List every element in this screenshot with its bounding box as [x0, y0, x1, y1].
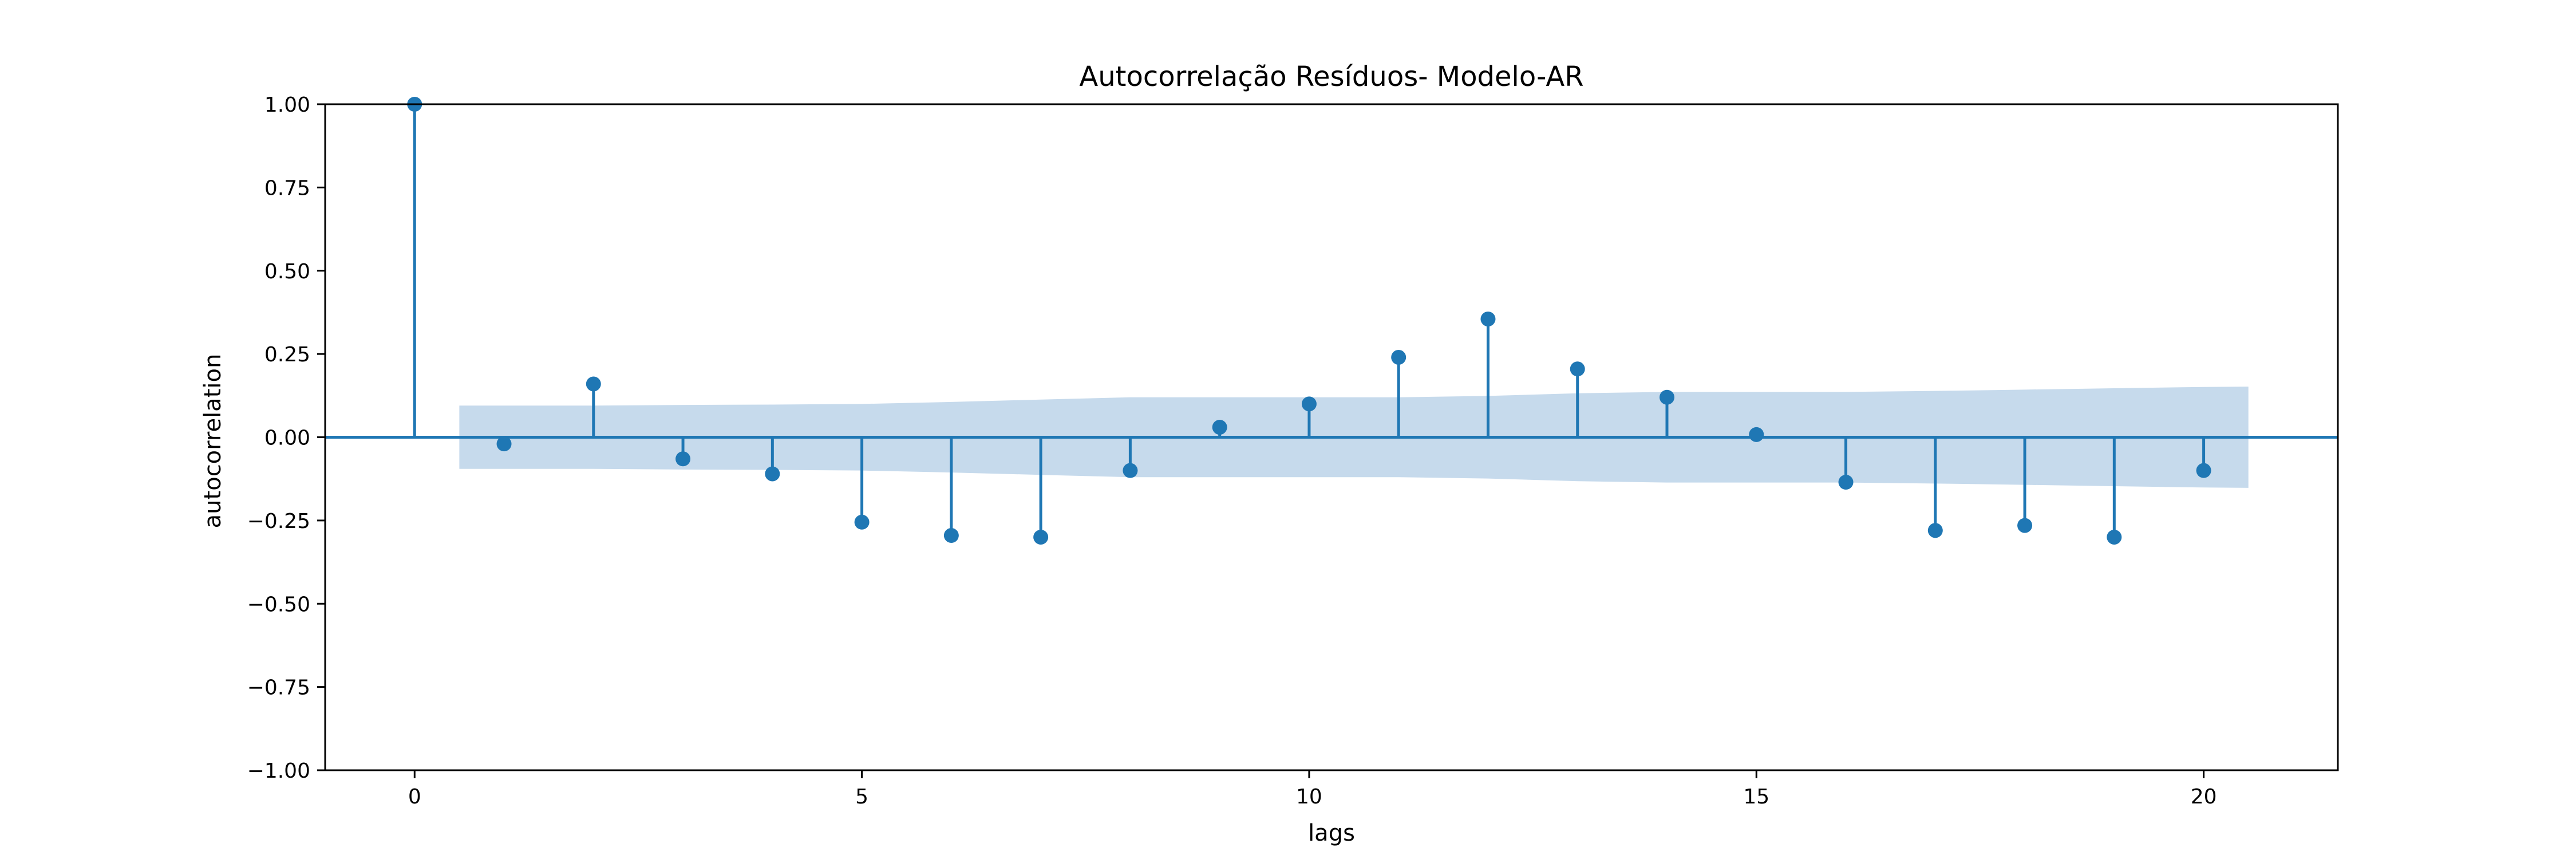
acf-marker-12	[1480, 312, 1496, 327]
acf-marker-13	[1570, 361, 1585, 377]
acf-marker-1	[496, 436, 512, 452]
acf-marker-8	[1123, 463, 1138, 478]
x-tick-label-5: 5	[855, 785, 868, 809]
y-tick-label-4: 0.00	[264, 427, 310, 450]
acf-marker-18	[2017, 518, 2033, 533]
x-tick-label-0: 0	[408, 785, 421, 809]
x-tick-label-15: 15	[1743, 785, 1769, 809]
acf-marker-7	[1033, 529, 1049, 545]
acf-marker-19	[2107, 529, 2122, 545]
y-tick-label-5: −0.25	[247, 510, 310, 533]
y-tick-label-7: −0.75	[247, 676, 310, 700]
y-tick-label-3: 0.25	[264, 343, 310, 367]
acf-marker-17	[1927, 523, 1943, 538]
acf-marker-20	[2196, 463, 2211, 478]
acf-marker-3	[675, 451, 691, 467]
chart-title: Autocorrelação Resíduos- Modelo-AR	[1079, 61, 1583, 93]
acf-marker-4	[765, 466, 780, 482]
acf-marker-2	[586, 376, 601, 392]
acf-marker-10	[1301, 396, 1317, 412]
acf-marker-16	[1838, 475, 1854, 490]
x-tick-label-20: 20	[2191, 785, 2217, 809]
x-axis-title: lags	[1308, 820, 1355, 846]
acf-marker-14	[1660, 389, 1674, 405]
stem-layer	[325, 97, 2338, 545]
y-axis-title: autocorrelation	[200, 354, 226, 529]
acf-marker-11	[1391, 349, 1406, 365]
acf-marker-9	[1212, 420, 1227, 435]
acf-marker-15	[1749, 427, 1764, 442]
y-tick-label-2: 0.50	[264, 260, 310, 283]
axes-layer: 0 5 10 15 20 1.00 0.75 0.50 0.25 0.00 −0.25 −0.50 −0…	[247, 93, 2339, 809]
y-tick-label-0: 1.00	[264, 93, 310, 117]
x-tick-label-10: 10	[1296, 785, 1322, 809]
y-tick-label-1: 0.75	[264, 176, 310, 200]
y-tick-label-6: −0.50	[247, 593, 310, 616]
acf-marker-5	[854, 514, 870, 530]
y-tick-label-8: −1.00	[247, 759, 310, 783]
acf-marker-6	[943, 528, 959, 543]
